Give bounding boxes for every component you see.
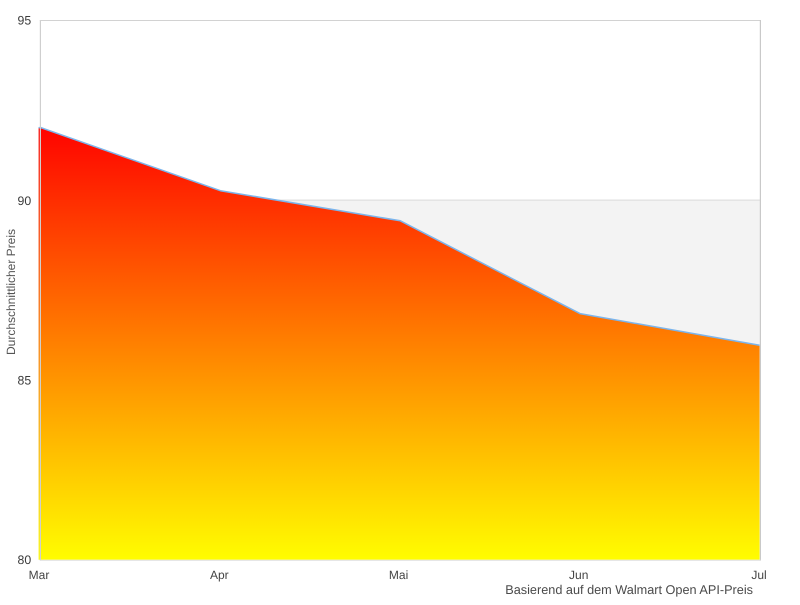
svg-text:80: 80 (18, 553, 32, 567)
svg-text:85: 85 (18, 374, 32, 388)
svg-text:90: 90 (18, 194, 32, 208)
svg-text:Apr: Apr (210, 568, 229, 582)
svg-text:Jul: Jul (751, 568, 766, 582)
svg-text:Durchschnittlicher Preis: Durchschnittlicher Preis (4, 229, 18, 355)
svg-text:Jun: Jun (569, 568, 588, 582)
svg-text:95: 95 (18, 14, 32, 28)
svg-text:Mai: Mai (389, 568, 408, 582)
svg-text:Mar: Mar (29, 568, 50, 582)
svg-text:Basierend auf dem Walmart Open: Basierend auf dem Walmart Open API-Preis (505, 583, 753, 597)
